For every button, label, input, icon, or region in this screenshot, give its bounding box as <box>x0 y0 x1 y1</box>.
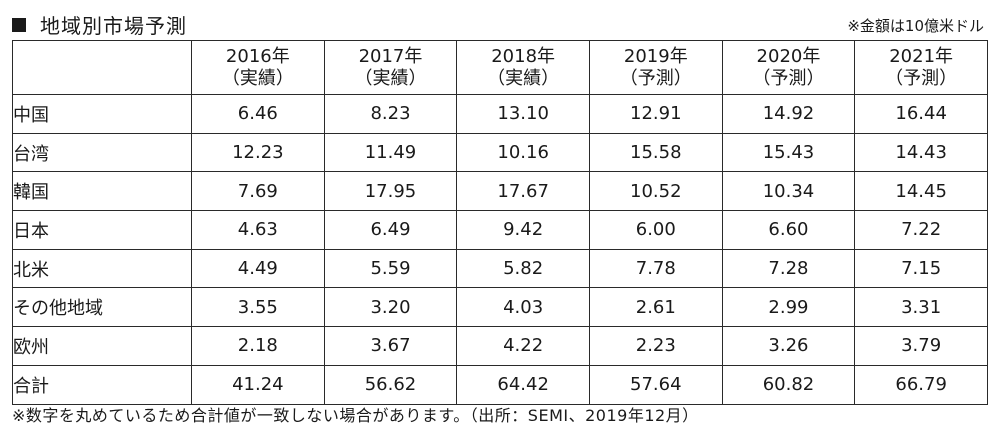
value-cell: 12.91 <box>588 94 723 134</box>
column-type: （予測） <box>619 67 692 89</box>
column-type: （予測） <box>885 67 958 89</box>
value-cell: 3.31 <box>854 287 988 328</box>
column-header-2021: 2021年 （予測） <box>854 40 988 95</box>
value-cell: 2.23 <box>588 326 723 366</box>
value-cell: 56.62 <box>323 364 458 405</box>
value-cell: 5.82 <box>456 248 590 289</box>
region-label: 欧州 <box>12 326 192 366</box>
value-cell: 66.79 <box>854 364 988 405</box>
value-cell: 7.28 <box>721 248 856 289</box>
value-cell: 2.18 <box>191 326 325 366</box>
value-cell: 7.69 <box>191 171 325 212</box>
value-cell: 4.63 <box>191 210 325 250</box>
table-row: その他地域 3.55 3.20 4.03 2.61 2.99 3.31 <box>12 287 988 328</box>
value-cell: 15.43 <box>721 132 856 173</box>
square-bullet-icon <box>12 17 26 32</box>
value-cell: 4.22 <box>456 326 590 366</box>
value-cell: 64.42 <box>456 364 590 405</box>
value-cell: 3.79 <box>854 326 988 366</box>
region-label: 北米 <box>12 248 192 289</box>
value-cell: 14.92 <box>721 94 856 134</box>
region-label: その他地域 <box>12 287 192 328</box>
table-row-total: 合計 41.24 56.62 64.42 57.64 60.82 66.79 <box>12 364 988 405</box>
value-cell: 3.55 <box>191 287 325 328</box>
unit-note: ※金額は10億米ドル <box>847 17 984 35</box>
value-cell: 6.60 <box>721 210 856 250</box>
column-year: 2018年 <box>491 45 556 67</box>
corner-cell <box>12 40 192 95</box>
region-label: 中国 <box>12 94 192 134</box>
column-year: 2017年 <box>358 45 423 67</box>
table-row: 台湾 12.23 11.49 10.16 15.58 15.43 14.43 <box>12 132 988 173</box>
value-cell: 60.82 <box>721 364 856 405</box>
header-row: 2016年 （実績） 2017年 （実績） 2018年 （実績） 2019年 （… <box>12 40 988 95</box>
value-cell: 8.23 <box>323 94 458 134</box>
value-cell: 11.49 <box>323 132 458 173</box>
value-cell: 10.16 <box>456 132 590 173</box>
value-cell: 4.03 <box>456 287 590 328</box>
value-cell: 17.95 <box>323 171 458 212</box>
table-row: 日本 4.63 6.49 9.42 6.00 6.60 7.22 <box>12 210 988 250</box>
title-wrap: 地域別市場予測 <box>12 10 187 39</box>
column-type: （実績） <box>221 67 294 89</box>
region-label: 日本 <box>12 210 192 250</box>
table-row: 北米 4.49 5.59 5.82 7.78 7.28 7.15 <box>12 248 988 289</box>
value-cell: 57.64 <box>588 364 723 405</box>
value-cell: 10.34 <box>721 171 856 212</box>
column-type: （予測） <box>752 67 825 89</box>
value-cell: 7.22 <box>854 210 988 250</box>
value-cell: 14.43 <box>854 132 988 173</box>
value-cell: 2.61 <box>588 287 723 328</box>
value-cell: 41.24 <box>191 364 325 405</box>
value-cell: 13.10 <box>456 94 590 134</box>
page-title: 地域別市場予測 <box>40 14 187 38</box>
value-cell: 17.67 <box>456 171 590 212</box>
column-header-2017: 2017年 （実績） <box>323 40 458 95</box>
table-row: 韓国 7.69 17.95 17.67 10.52 10.34 14.45 <box>12 171 988 212</box>
value-cell: 16.44 <box>854 94 988 134</box>
value-cell: 7.15 <box>854 248 988 289</box>
column-type: （実績） <box>487 67 560 89</box>
value-cell: 3.20 <box>323 287 458 328</box>
region-label: 合計 <box>12 364 192 405</box>
value-cell: 9.42 <box>456 210 590 250</box>
market-forecast-table: 2016年 （実績） 2017年 （実績） 2018年 （実績） 2019年 （… <box>12 40 988 405</box>
value-cell: 6.49 <box>323 210 458 250</box>
column-header-2018: 2018年 （実績） <box>456 40 590 95</box>
column-header-2019: 2019年 （予測） <box>588 40 723 95</box>
column-type: （実績） <box>354 67 427 89</box>
table-header: 地域別市場予測 ※金額は10億米ドル <box>12 8 988 38</box>
column-year: 2020年 <box>756 45 821 67</box>
footnote: ※数字を丸めているため合計値が一致しない場合があります。（出所：SEMI、201… <box>12 406 699 425</box>
column-year: 2021年 <box>889 45 954 67</box>
value-cell: 7.78 <box>588 248 723 289</box>
region-label: 韓国 <box>12 171 192 212</box>
value-cell: 4.49 <box>191 248 325 289</box>
region-label: 台湾 <box>12 132 192 173</box>
value-cell: 14.45 <box>854 171 988 212</box>
value-cell: 5.59 <box>323 248 458 289</box>
value-cell: 3.26 <box>721 326 856 366</box>
value-cell: 6.00 <box>588 210 723 250</box>
value-cell: 12.23 <box>191 132 325 173</box>
column-header-2016: 2016年 （実績） <box>191 40 325 95</box>
value-cell: 6.46 <box>191 94 325 134</box>
value-cell: 15.58 <box>588 132 723 173</box>
table-row: 欧州 2.18 3.67 4.22 2.23 3.26 3.79 <box>12 326 988 366</box>
value-cell: 2.99 <box>721 287 856 328</box>
column-header-2020: 2020年 （予測） <box>721 40 856 95</box>
value-cell: 10.52 <box>588 171 723 212</box>
value-cell: 3.67 <box>323 326 458 366</box>
column-year: 2019年 <box>623 45 688 67</box>
column-year: 2016年 <box>225 45 290 67</box>
table-row: 中国 6.46 8.23 13.10 12.91 14.92 16.44 <box>12 94 988 134</box>
